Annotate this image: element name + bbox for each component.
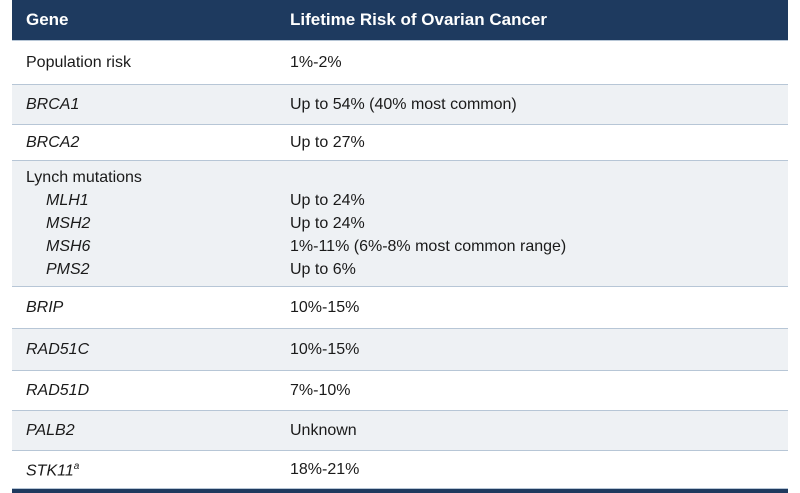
table-row: BRCA1 Up to 54% (40% most common) bbox=[12, 85, 788, 125]
table-row: Population risk 1%-2% bbox=[12, 41, 788, 85]
gene-cell: RAD51C bbox=[26, 340, 90, 358]
table-header: Gene Lifetime Risk of Ovarian Cancer bbox=[12, 0, 788, 41]
risk-cell: 10%-15% bbox=[290, 298, 360, 316]
gene-cell: BRIP bbox=[26, 298, 64, 316]
risk-cell: 1%-2% bbox=[290, 53, 342, 71]
risk-cell: Up to 24% Up to 24% 1%-11% (6%-8% most c… bbox=[290, 167, 788, 281]
risk-cell: 18%-21% bbox=[290, 460, 360, 478]
bottom-rule bbox=[12, 489, 788, 493]
table-row: STK11a 18%-21% bbox=[12, 451, 788, 489]
table-row: RAD51C 10%-15% bbox=[12, 329, 788, 371]
gene-cell: BRCA1 bbox=[26, 95, 80, 113]
table-row: BRIP 10%-15% bbox=[12, 287, 788, 329]
table-row: PALB2 Unknown bbox=[12, 411, 788, 451]
gene-cell: RAD51D bbox=[26, 381, 90, 399]
risk-table: Gene Lifetime Risk of Ovarian Cancer Pop… bbox=[12, 0, 788, 493]
lynch-sub-risk: Up to 24% bbox=[290, 192, 365, 209]
gene-cell: Population risk bbox=[26, 53, 131, 71]
lynch-sub-gene: PMS2 bbox=[46, 261, 90, 278]
risk-cell: Up to 27% bbox=[290, 133, 365, 151]
risk-cell: Up to 54% (40% most common) bbox=[290, 95, 517, 113]
header-risk: Lifetime Risk of Ovarian Cancer bbox=[290, 10, 547, 29]
lynch-heading: Lynch mutations bbox=[26, 169, 142, 186]
gene-cell: Lynch mutations MLH1 MSH2 MSH6 PMS2 bbox=[12, 167, 290, 281]
lynch-sub-gene: MLH1 bbox=[46, 192, 89, 209]
gene-cell: STK11a bbox=[12, 457, 290, 481]
lynch-sub-gene: MSH2 bbox=[46, 215, 91, 232]
table-row: RAD51D 7%-10% bbox=[12, 371, 788, 411]
footnote-marker: a bbox=[73, 461, 80, 473]
risk-cell: 10%-15% bbox=[290, 340, 360, 358]
lynch-sub-risk: Up to 24% bbox=[290, 215, 365, 232]
gene-cell: BRCA2 bbox=[26, 133, 80, 151]
table-row-lynch: Lynch mutations MLH1 MSH2 MSH6 PMS2 Up t… bbox=[12, 161, 788, 287]
table-row: BRCA2 Up to 27% bbox=[12, 125, 788, 161]
gene-name: STK11 bbox=[26, 462, 74, 480]
lynch-sub-risk: 1%-11% (6%-8% most common range) bbox=[290, 238, 567, 255]
gene-cell: PALB2 bbox=[26, 421, 75, 439]
risk-cell: 7%-10% bbox=[290, 381, 351, 399]
lynch-sub-gene: MSH6 bbox=[46, 238, 91, 255]
header-gene: Gene bbox=[26, 10, 69, 29]
risk-cell: Unknown bbox=[290, 421, 357, 439]
lynch-sub-risk: Up to 6% bbox=[290, 261, 356, 278]
